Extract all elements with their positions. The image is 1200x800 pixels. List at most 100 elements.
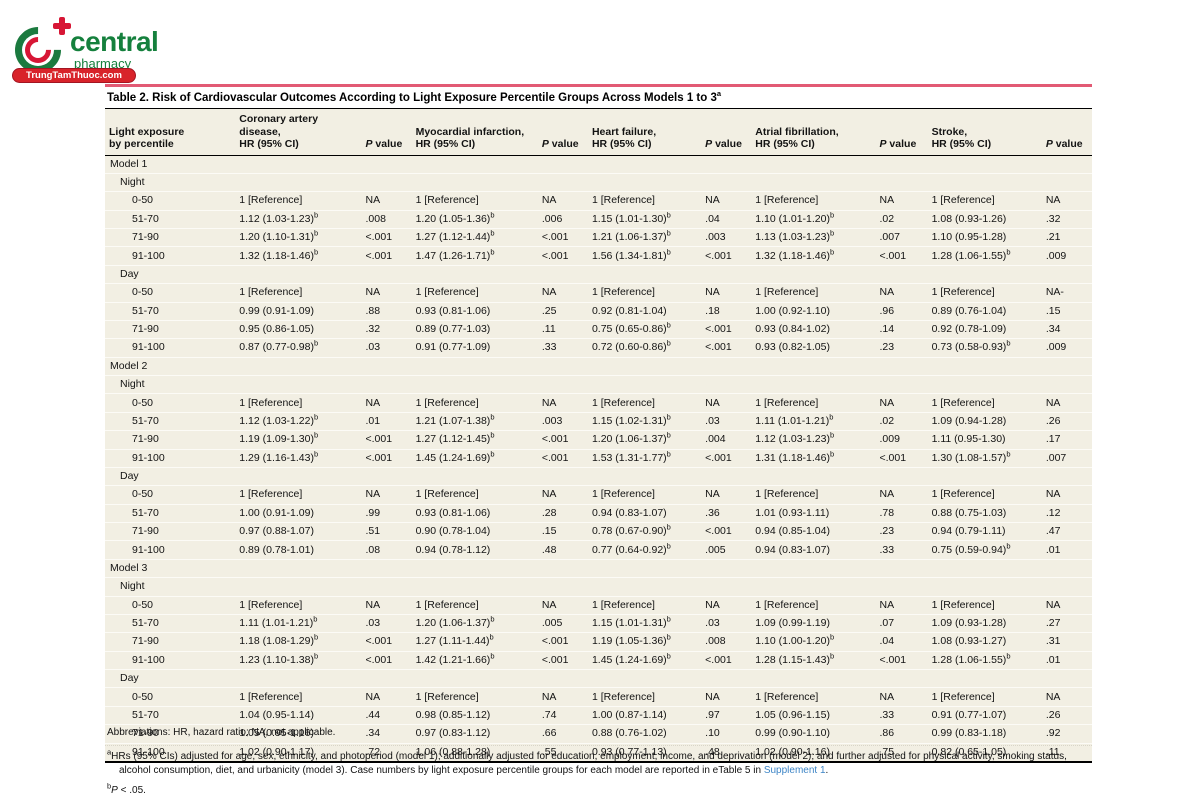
table-cell: 0.90 (0.78-1.04) xyxy=(415,525,491,538)
table-cell: .92 xyxy=(1045,727,1061,740)
supplement-link[interactable]: Supplement 1 xyxy=(763,765,826,776)
table-cell: <.001 xyxy=(365,231,393,244)
table-cell: 1.27 (1.11-1.44)b xyxy=(415,632,494,648)
table-cell: NA xyxy=(879,690,895,703)
table-cell: .009 xyxy=(879,433,900,446)
table-cell: 0.93 (0.82-1.05) xyxy=(755,341,830,354)
table-cell: .32 xyxy=(1045,212,1061,225)
table-cell: .01 xyxy=(365,414,381,427)
table-cell: .01 xyxy=(1045,653,1061,666)
table-cell: 1.47 (1.26-1.71)b xyxy=(415,247,495,262)
table-cell: .23 xyxy=(879,341,895,354)
table-cell: 1.32 (1.18-1.46)b xyxy=(239,247,319,262)
table-cell: 0.88 (0.75-1.03) xyxy=(931,506,1007,519)
table-row: Day xyxy=(105,265,1092,284)
column-header: P value xyxy=(701,108,752,156)
table-cell: 1.02 (0.90-1.17) xyxy=(239,745,314,758)
table-row: 71-90 1.19 (1.09-1.30)b <.001 1.27 (1.12-1.… xyxy=(105,431,1092,449)
table-cell: .96 xyxy=(879,304,895,317)
table-cell: .04 xyxy=(879,635,895,648)
table-cell: .008 xyxy=(705,635,726,648)
table-cell: 0.95 (0.86-1.05) xyxy=(239,323,314,336)
table-row: 91-100 1.29 (1.16-1.43)b <.001 1.45 (1.24-1… xyxy=(105,449,1092,468)
row-label: 0-50 xyxy=(132,194,154,207)
table-cell: 1.42 (1.21-1.66)b xyxy=(415,651,495,666)
table-row: 71-90 1.05 (0.95-1.16) .34 0.97 (0.83-1.12)… xyxy=(105,725,1092,743)
row-label: 91-100 xyxy=(132,543,165,556)
table-cell: 1 [Reference] xyxy=(591,396,655,409)
row-label: 71-90 xyxy=(132,231,159,244)
table-cell: <.001 xyxy=(365,433,393,446)
table-cell: 1.02 (0.90-1.16) xyxy=(755,745,830,758)
table-cell: 1.19 (1.05-1.36)b xyxy=(591,632,671,648)
table-cell: 1 [Reference] xyxy=(931,396,995,409)
table-cell: .34 xyxy=(365,727,381,740)
table-cell: .003 xyxy=(541,414,563,427)
table-cell: .14 xyxy=(879,323,895,336)
table-cell: NA xyxy=(705,396,720,409)
table-cell: 1.20 (1.05-1.36)b xyxy=(415,210,495,225)
table-cell: .04 xyxy=(705,212,720,225)
table-cell: 0.94 (0.83-1.07) xyxy=(755,543,830,556)
table-cell: 1.09 (0.93-1.28) xyxy=(931,617,1007,630)
table-cell: 0.88 (0.76-1.02) xyxy=(591,727,667,740)
table-cell: <.001 xyxy=(705,451,732,464)
table-cell: 1.10 (0.95-1.28) xyxy=(931,231,1007,244)
footnote-a-text: HRs (95% CIs) adjusted for age, sex, eth… xyxy=(111,750,1067,777)
table-cell: 1 [Reference] xyxy=(931,194,995,207)
table-cell: 1.00 (0.92-1.10) xyxy=(755,304,830,317)
table-cell: <.001 xyxy=(541,653,569,666)
table-cell: 0.91 (0.77-1.09) xyxy=(415,341,491,354)
row-label: 51-70 xyxy=(132,506,159,519)
column-header: Coronary artery disease, HR (95% CI) xyxy=(235,108,362,156)
table-row: 71-90 1.20 (1.10-1.31)b <.001 1.27 (1.12-1.… xyxy=(105,229,1092,247)
row-label: 91-100 xyxy=(132,653,165,666)
table-cell: 1 [Reference] xyxy=(239,690,303,703)
row-label: 51-70 xyxy=(132,414,159,427)
row-label: 0-50 xyxy=(132,396,154,409)
table-cell: 1.28 (1.15-1.43)b xyxy=(755,651,835,666)
table-cell: 1.08 (0.93-1.26) xyxy=(931,212,1007,225)
table-row: 51-70 1.12 (1.03-1.22)b .01 1.21 (1.07-1.38… xyxy=(105,412,1092,431)
row-label: 0-50 xyxy=(132,690,154,703)
table-row: 51-70 1.04 (0.95-1.14) .44 0.98 (0.85-1.12)… xyxy=(105,706,1092,725)
table-cell: .36 xyxy=(705,506,720,519)
table-row: 71-90 0.97 (0.88-1.07) .51 0.90 (0.78-1.04)… xyxy=(105,523,1092,541)
period-subgroup-label: Day xyxy=(120,267,139,280)
table-cell: NA xyxy=(705,194,720,207)
site-banner[interactable]: TrungTamThuoc.com xyxy=(12,68,136,83)
table-cell: NA xyxy=(1045,396,1061,409)
footnote-a: aHRs (95% CIs) adjusted for age, sex, et… xyxy=(107,748,1092,779)
table-cell: NA xyxy=(365,488,381,501)
table-cell: .31 xyxy=(1045,635,1061,648)
table-cell: NA- xyxy=(1045,286,1064,299)
table-cell: 1.10 (1.00-1.20)b xyxy=(755,632,835,648)
table-cell: .33 xyxy=(879,543,895,556)
table-cell: NA xyxy=(541,396,557,409)
table-cell: 1.19 (1.09-1.30)b xyxy=(239,430,319,446)
table-cell: 0.89 (0.78-1.01) xyxy=(239,543,314,556)
table-cell: .23 xyxy=(879,525,895,538)
top-divider-rule xyxy=(105,84,1092,87)
table-cell: <.001 xyxy=(365,249,393,262)
table-cell: .18 xyxy=(705,304,720,317)
table-cell: .88 xyxy=(365,304,381,317)
table-row: Model 1 xyxy=(105,155,1092,174)
table-cell: NA xyxy=(365,598,381,611)
table-cell: <.001 xyxy=(541,231,569,244)
table-cell: 1.53 (1.31-1.77)b xyxy=(591,449,671,464)
table-cell: .008 xyxy=(365,212,386,225)
table-row: 91-100 1.02 (0.90-1.17) .72 1.06 (0.88-1.28… xyxy=(105,743,1092,762)
table-cell: .10 xyxy=(705,727,720,740)
table-cell: 0.97 (0.83-1.12) xyxy=(415,727,491,740)
table-cell: .15 xyxy=(1045,304,1061,317)
table-cell: 1 [Reference] xyxy=(415,598,479,611)
table-cell: NA xyxy=(879,396,895,409)
table-cell: 1.00 (0.87-1.14) xyxy=(591,708,667,721)
column-header: P value xyxy=(1041,108,1092,156)
table-cell: .006 xyxy=(541,212,563,225)
row-label: 71-90 xyxy=(132,525,159,538)
table-cell: 1.56 (1.34-1.81)b xyxy=(591,247,671,262)
table-cell: 0.94 (0.83-1.07) xyxy=(591,506,667,519)
row-label: 51-70 xyxy=(132,617,159,630)
